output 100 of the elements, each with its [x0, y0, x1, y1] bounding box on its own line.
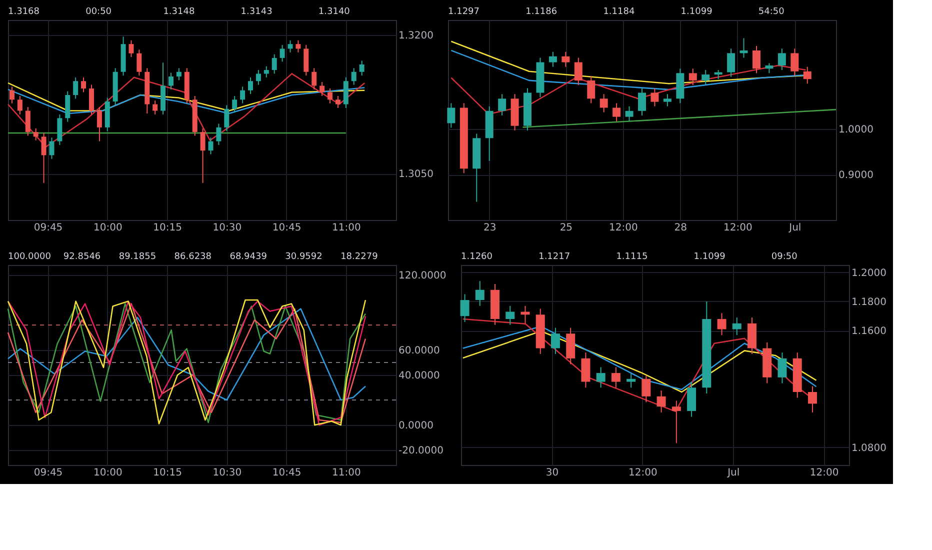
- text: 1.3143: [240, 7, 272, 17]
- y-tick-label: 1.1600: [852, 326, 886, 338]
- candlestick: [656, 390, 666, 413]
- candlestick: [57, 114, 62, 146]
- candlestick: [600, 94, 608, 113]
- candlestick: [638, 88, 646, 116]
- candlestick: [612, 102, 621, 122]
- candlestick: [264, 66, 269, 78]
- text: 00:50: [86, 7, 112, 17]
- candlestick: [663, 94, 672, 107]
- candlestick: [328, 88, 332, 104]
- candlestick: [65, 90, 70, 122]
- candlestick: [506, 305, 515, 326]
- y-tick-label: 0.0000: [398, 420, 434, 432]
- y-tick-label: -20.0000: [398, 446, 444, 456]
- x-tick-label: 11:00: [332, 468, 361, 478]
- candlestick: [520, 305, 530, 324]
- text: 1.1217: [538, 252, 570, 262]
- candlestick: [702, 70, 710, 86]
- x-tick-label: 10:45: [272, 468, 302, 478]
- x-tick-label: 10:30: [212, 222, 242, 234]
- candlestick: [587, 75, 596, 104]
- candlestick: [248, 76, 254, 95]
- candlestick: [359, 60, 364, 76]
- x-tick-label: 28: [674, 222, 688, 234]
- candlestick: [717, 312, 726, 336]
- candlestick: [596, 366, 606, 388]
- x-tick-label: 23: [483, 222, 496, 234]
- candlestick: [574, 57, 582, 86]
- candlestick: [41, 132, 46, 184]
- candlestick: [304, 44, 309, 76]
- candlestick: [732, 317, 742, 336]
- candlestick: [447, 102, 456, 128]
- candlestick: [581, 352, 590, 388]
- candlestick: [73, 76, 78, 100]
- x-tick-label: 10:15: [153, 222, 182, 234]
- text: 1.3168: [8, 7, 40, 17]
- candlestick: [320, 82, 325, 96]
- candlestick: [475, 280, 484, 306]
- candlestick: [460, 294, 470, 322]
- y-tick-label: 60.0000: [398, 346, 440, 356]
- text: 1.1260: [461, 252, 493, 262]
- y-tick-label: 1.0800: [852, 442, 886, 454]
- text: 100.0000: [8, 252, 52, 262]
- candlestick: [548, 51, 557, 68]
- candlestick: [752, 45, 760, 74]
- candlestick: [9, 86, 14, 104]
- text: 30.9592: [285, 252, 322, 262]
- x-tick-label: 09:45: [34, 468, 63, 478]
- candlestick: [240, 86, 246, 104]
- x-tick-label: 12:00: [628, 468, 658, 478]
- candlestick: [136, 49, 142, 76]
- candlestick: [25, 106, 30, 136]
- candlestick: [152, 100, 158, 115]
- candlestick: [33, 128, 38, 141]
- text: 1.1099: [694, 252, 726, 262]
- candlestick: [808, 386, 817, 413]
- text: 1.1297: [448, 7, 480, 17]
- y-tick-label: 40.0000: [398, 370, 440, 382]
- text: 89.1855: [118, 252, 156, 262]
- text: 1.1099: [680, 7, 713, 17]
- candlestick: [778, 352, 787, 384]
- candlestick: [296, 40, 301, 53]
- text: 86.6238: [174, 252, 212, 262]
- y-tick-label: 1.3050: [398, 169, 434, 180]
- text: 09:50: [771, 252, 798, 262]
- candlestick: [642, 375, 651, 403]
- candlestick: [625, 106, 634, 122]
- x-tick-label: 10:00: [93, 222, 122, 234]
- candlestick: [49, 137, 54, 160]
- candlestick: [168, 72, 174, 90]
- candlestick: [351, 68, 356, 86]
- text: 18.2279: [340, 252, 378, 262]
- candlestick: [176, 68, 182, 81]
- text: 68.9439: [230, 252, 268, 262]
- x-tick-label: Jul: [788, 222, 802, 234]
- y-tick-label: 1.2000: [852, 268, 886, 279]
- y-tick-label: 1.1800: [852, 296, 886, 308]
- x-tick-label: Jul: [726, 468, 740, 478]
- x-tick-label: 25: [560, 222, 573, 234]
- x-tick-label: 11:00: [332, 222, 361, 234]
- candlestick: [727, 48, 736, 78]
- candlestick: [765, 62, 774, 74]
- candlestick: [256, 70, 261, 86]
- candlestick: [288, 40, 293, 53]
- y-tick-label: 1.3200: [398, 30, 434, 42]
- candlestick: [562, 51, 570, 68]
- candlestick: [312, 68, 317, 90]
- candlestick: [626, 372, 636, 388]
- candlestick: [232, 95, 238, 114]
- candlestick: [200, 128, 206, 184]
- candlestick: [687, 381, 696, 418]
- x-tick-label: 10:15: [153, 468, 182, 478]
- candlestick: [128, 40, 134, 58]
- x-tick-label: 12:00: [810, 468, 839, 478]
- text: 1.3140: [318, 7, 350, 17]
- text: 1.1184: [603, 7, 635, 17]
- x-tick-label: 10:30: [212, 468, 242, 478]
- candlestick: [688, 68, 697, 86]
- x-tick-label: 10:45: [272, 222, 302, 234]
